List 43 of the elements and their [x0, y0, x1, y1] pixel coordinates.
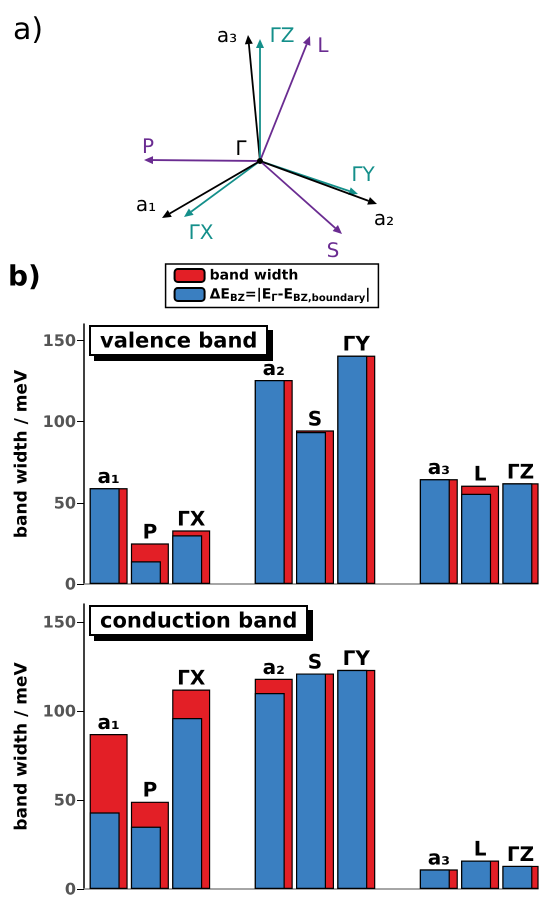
category-label: a₁: [98, 710, 120, 734]
text: P: [142, 134, 154, 158]
text: a₂: [374, 206, 394, 230]
text: b): [8, 260, 41, 292]
y-tick-label: 50: [54, 790, 76, 810]
y-tick-label: 150: [42, 612, 76, 632]
y-tick-label: 0: [64, 880, 76, 898]
category-label: a₂: [262, 356, 285, 380]
chart-title: valence band: [100, 328, 258, 352]
text: ΓY: [351, 162, 376, 186]
text: S: [326, 238, 340, 262]
category-label: P: [142, 519, 158, 544]
category-label: ΓY: [342, 332, 370, 356]
text: ΓZ: [270, 23, 294, 48]
y-tick-label: 150: [42, 330, 76, 350]
legend-label: band width: [210, 268, 298, 284]
y-axis-title: band width / meV: [12, 662, 32, 831]
text: a₁: [136, 192, 156, 216]
category-label: S: [308, 406, 322, 430]
y-axis-title: band width / meV: [12, 369, 32, 538]
text: a): [12, 12, 44, 48]
category-label: L: [474, 462, 486, 486]
category-label: L: [474, 836, 486, 860]
category-label: ΓY: [342, 646, 370, 670]
category-label: a₃: [428, 455, 450, 480]
category-label: S: [308, 649, 322, 674]
text: ΓX: [188, 220, 214, 244]
category-label: a₁: [98, 464, 120, 488]
category-label: a₂: [262, 654, 285, 679]
text: a₃: [216, 23, 238, 48]
chart-title: conduction band: [100, 608, 298, 632]
category-label: ΓX: [177, 666, 206, 690]
category-label: ΓX: [177, 506, 206, 530]
y-tick-label: 0: [64, 574, 76, 594]
y-tick-label: 100: [42, 701, 76, 720]
category-label: ΓZ: [506, 842, 534, 866]
text: Γ: [235, 136, 248, 160]
text: L: [317, 33, 330, 58]
category-label: P: [142, 778, 158, 802]
y-tick-label: 50: [54, 493, 76, 512]
y-tick-label: 100: [42, 412, 76, 431]
category-label: a₃: [428, 845, 450, 870]
category-label: ΓZ: [506, 459, 534, 484]
